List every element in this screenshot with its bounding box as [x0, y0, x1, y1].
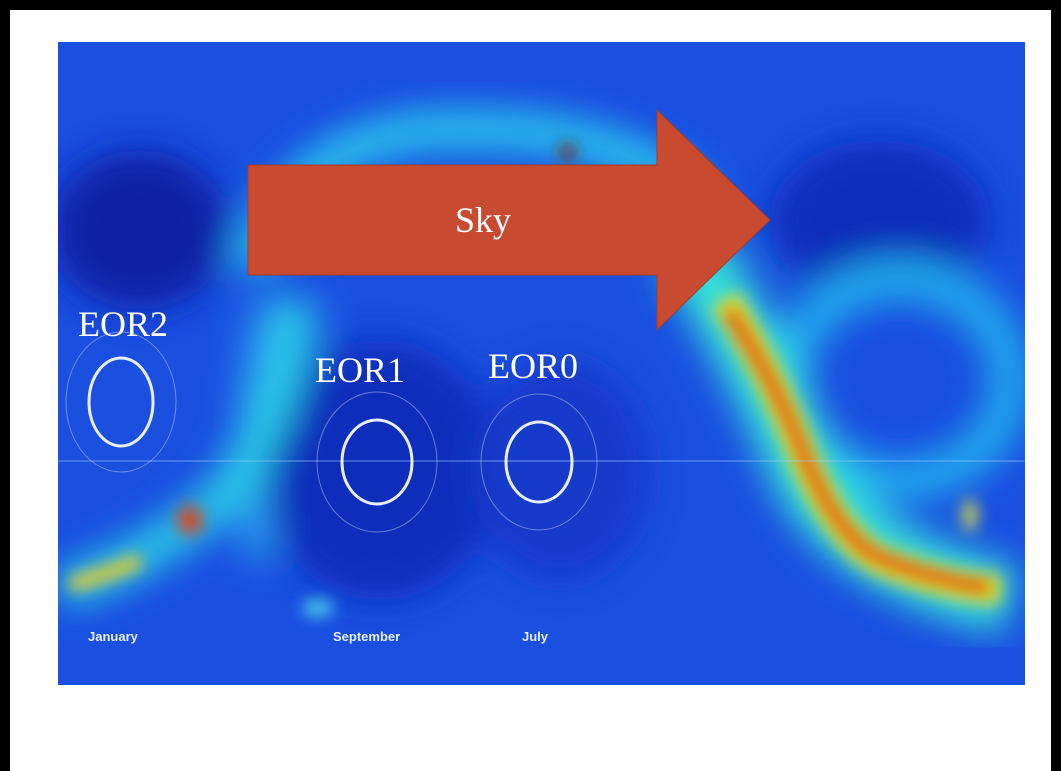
field-label: EOR0 [488, 346, 578, 386]
field-label: EOR1 [315, 350, 405, 390]
arrow-label: Sky [455, 200, 511, 240]
page: Sky EOR2 EOR1 EOR0 January September Jul… [0, 0, 1061, 771]
month-label: September [333, 629, 400, 644]
month-label: July [522, 629, 549, 644]
sky-map-figure: Sky EOR2 EOR1 EOR0 January September Jul… [0, 0, 1061, 771]
month-label: January [88, 629, 139, 644]
field-label: EOR2 [78, 304, 168, 344]
